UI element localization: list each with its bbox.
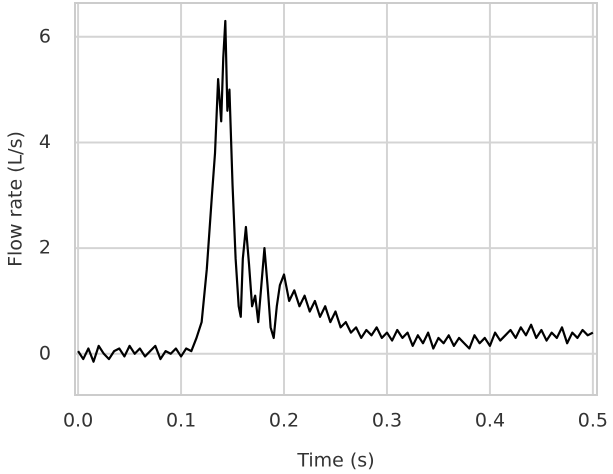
y-tick-label: 2 xyxy=(39,237,51,259)
y-tick-label: 4 xyxy=(39,131,51,153)
x-tick-label: 0.3 xyxy=(372,410,402,432)
x-tick-label: 0.1 xyxy=(166,410,196,432)
y-tick-label: 6 xyxy=(39,25,51,47)
plot-frame xyxy=(74,2,598,396)
x-tick-label: 0.4 xyxy=(475,410,505,432)
x-tick-label: 0.2 xyxy=(269,410,299,432)
x-tick-label: 0.0 xyxy=(63,410,93,432)
y-axis-label: Flow rate (L/s) xyxy=(5,131,27,267)
y-tick-label: 0 xyxy=(39,342,51,364)
x-axis-label: Time (s) xyxy=(296,450,374,472)
x-tick-label: 0.5 xyxy=(578,410,608,432)
data-line xyxy=(77,19,594,363)
